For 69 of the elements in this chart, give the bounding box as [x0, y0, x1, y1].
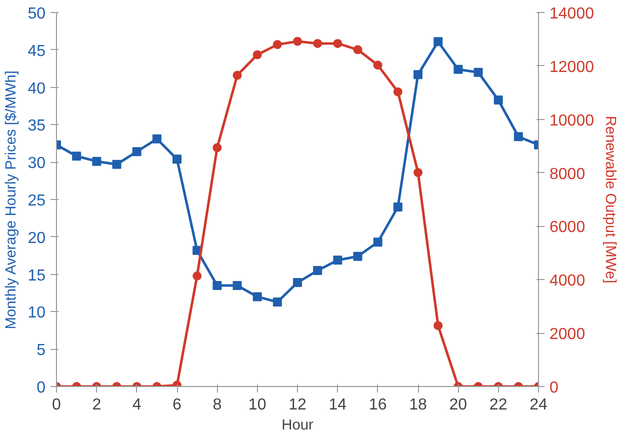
x-tick-label: 8	[212, 396, 222, 414]
x-tick-label: 6	[172, 396, 182, 414]
x-tick-label: 0	[52, 396, 62, 414]
point	[353, 252, 362, 261]
y-tick-label: 35	[28, 118, 46, 135]
point	[272, 40, 282, 50]
x-tick-label: 10	[248, 396, 266, 414]
point	[252, 292, 262, 302]
y-tick-label: 15	[28, 267, 46, 284]
y-tick-label: 5	[36, 342, 46, 360]
point	[313, 38, 322, 48]
x-tick-label: 20	[449, 396, 468, 414]
point	[454, 64, 463, 74]
point	[232, 281, 242, 290]
point	[373, 238, 382, 247]
point	[252, 50, 262, 60]
point	[212, 143, 222, 152]
point	[494, 96, 503, 105]
y-tick-label: 30	[28, 155, 46, 172]
x-tick-label: 18	[409, 396, 427, 414]
y-tick-label: 25	[28, 192, 46, 210]
y2-tick-label: 2000	[550, 326, 586, 344]
point	[92, 156, 102, 166]
y-tick-label: 40	[28, 80, 46, 98]
point	[333, 38, 342, 48]
x-axis-title: Hour	[282, 418, 314, 434]
point	[353, 45, 362, 54]
point	[414, 70, 422, 80]
y2-axis-title: Renewable Output [MWe]	[602, 116, 618, 284]
y2-tick-label: 0	[550, 380, 558, 396]
point	[72, 152, 82, 161]
point	[393, 87, 402, 96]
x-tick-label: 24	[530, 396, 548, 414]
y-tick-label: 10	[28, 304, 46, 322]
x-tick-label: 4	[132, 396, 142, 414]
x-tick-label: 16	[368, 396, 387, 414]
y2-tick-label: 4000	[550, 272, 586, 290]
y2-tick-label: 6000	[550, 219, 586, 236]
point	[132, 147, 142, 156]
point	[313, 266, 322, 276]
y2-tick-label: 12000	[550, 58, 594, 76]
point	[333, 256, 342, 265]
y-tick-label: 0	[36, 380, 46, 396]
point	[434, 37, 443, 46]
y2-tick-label: 14000	[550, 6, 594, 22]
x-tick-label: 14	[328, 396, 347, 414]
point	[514, 132, 523, 142]
y-tick-label: 50	[28, 6, 46, 22]
x-tick-label: 2	[92, 396, 102, 414]
x-tick-label: 12	[288, 396, 306, 414]
y-axis-title: Monthly Average Hourly Prices [$/MWh]	[4, 70, 20, 330]
point	[293, 278, 302, 288]
point	[272, 297, 282, 306]
point	[212, 281, 222, 290]
point	[232, 70, 242, 80]
point	[414, 168, 422, 178]
point	[474, 68, 483, 77]
point	[152, 134, 162, 144]
point	[293, 36, 302, 46]
point	[172, 154, 182, 164]
x-tick-label: 22	[489, 396, 508, 414]
y2-tick-label: 8000	[550, 166, 586, 183]
point	[373, 60, 382, 70]
point	[112, 160, 122, 169]
y-tick-label: 20	[28, 230, 46, 247]
y-tick-label: 45	[28, 42, 46, 60]
point	[393, 202, 402, 212]
point	[192, 271, 202, 280]
y2-tick-label: 10000	[550, 112, 594, 130]
